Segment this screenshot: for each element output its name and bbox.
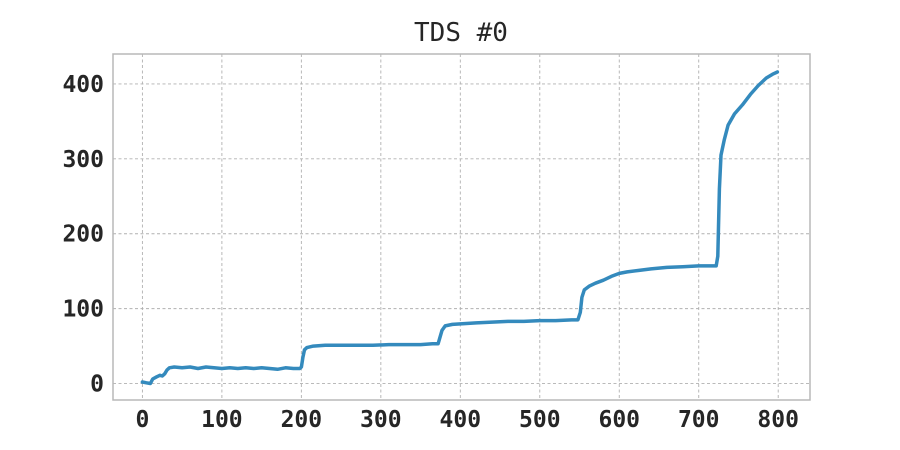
y-tick-label: 400 [62,72,104,98]
series-layer [140,70,780,386]
y-tick-label: 300 [62,147,104,173]
series-line [140,70,780,386]
x-tick-label: 600 [598,407,640,433]
x-tick-label: 700 [678,407,720,433]
x-tick-label: 800 [757,407,799,433]
grid-lines [113,54,810,400]
x-tick-label: 0 [135,407,149,433]
y-tick-label: 100 [62,297,104,323]
y-tick-label: 0 [90,372,104,398]
x-tick-label: 300 [360,407,402,433]
x-tick-label: 100 [201,407,243,433]
chart-title: TDS #0 [414,18,508,48]
x-tick-label: 500 [519,407,561,433]
y-axis-ticks: 0 100 200 300 400 [62,72,104,398]
x-tick-label: 400 [440,407,482,433]
plot-frame [112,53,811,401]
x-axis-ticks: 0 100 200 300 400 500 600 700 800 [135,407,799,433]
y-tick-label: 200 [62,222,104,248]
x-tick-label: 200 [281,407,323,433]
